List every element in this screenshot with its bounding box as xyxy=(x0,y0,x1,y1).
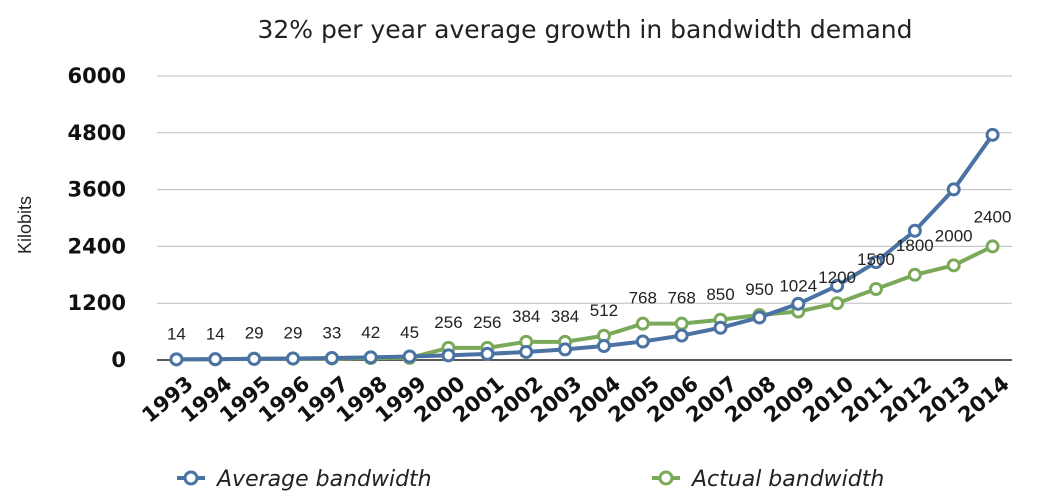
y-tick-label: 4800 xyxy=(68,121,126,145)
data-point xyxy=(752,310,767,325)
data-label: 42 xyxy=(361,323,380,342)
data-label: 256 xyxy=(473,313,501,332)
data-point xyxy=(985,239,1000,254)
data-label: 14 xyxy=(206,324,225,343)
data-point xyxy=(674,328,689,343)
data-point xyxy=(519,344,534,359)
y-tick-label: 1200 xyxy=(68,291,126,315)
data-label: 29 xyxy=(245,324,264,343)
data-point xyxy=(324,351,339,366)
chart-title: 32% per year average growth in bandwidth… xyxy=(257,15,912,44)
data-point xyxy=(441,348,456,363)
data-point xyxy=(868,255,883,270)
data-point xyxy=(907,267,922,282)
data-point xyxy=(635,334,650,349)
data-point xyxy=(830,278,845,293)
data-point xyxy=(286,351,301,366)
data-label: 14 xyxy=(167,324,186,343)
data-point xyxy=(247,351,262,366)
data-label: 1024 xyxy=(779,277,817,296)
data-point xyxy=(363,350,378,365)
data-label: 950 xyxy=(745,280,773,299)
data-label: 45 xyxy=(400,323,419,342)
series-line-0 xyxy=(176,133,995,362)
y-tick-label: 0 xyxy=(111,348,126,372)
data-point xyxy=(830,296,845,311)
gridlines xyxy=(157,75,1012,361)
data-label: 2400 xyxy=(974,207,1012,226)
x-axis-ticks: 1993199419951996199719981999200020012002… xyxy=(137,371,1013,427)
data-point xyxy=(480,346,495,361)
data-label: 768 xyxy=(629,289,657,308)
data-point xyxy=(402,349,417,364)
data-point xyxy=(674,316,689,331)
legend-label: Average bandwidth xyxy=(215,467,432,492)
y-tick-label: 6000 xyxy=(68,64,126,88)
data-point xyxy=(907,223,922,238)
data-label: 768 xyxy=(667,289,695,308)
data-point xyxy=(713,320,728,335)
data-point xyxy=(868,282,883,296)
data-label: 256 xyxy=(434,313,462,332)
data-label: 384 xyxy=(551,307,579,326)
data-point xyxy=(208,352,223,367)
legend: Average bandwidth Actual bandwidth xyxy=(177,467,884,492)
y-axis-label: Kilobits xyxy=(15,196,35,254)
data-label: 1500 xyxy=(857,250,895,269)
data-point xyxy=(635,316,650,331)
data-label: 384 xyxy=(512,307,540,326)
data-label: 2000 xyxy=(935,226,973,245)
data-label: 1800 xyxy=(896,236,934,255)
data-label: 512 xyxy=(590,301,618,320)
data-point xyxy=(596,338,611,353)
data-point xyxy=(791,296,806,311)
data-label: 33 xyxy=(322,323,341,342)
data-label: 850 xyxy=(706,285,734,304)
data-point xyxy=(946,182,961,197)
series-lines xyxy=(169,127,1000,367)
y-tick-label: 2400 xyxy=(68,234,126,258)
data-point xyxy=(169,352,184,367)
legend-swatch-marker xyxy=(658,470,674,486)
data-labels: 14 14 29 29 33 42 45 256 256 384 384 512 768 768 850 95… xyxy=(167,207,1012,343)
legend-swatch-marker xyxy=(183,470,199,486)
legend-label: Actual bandwidth xyxy=(690,467,884,492)
y-axis-ticks: 0 1200 2400 3600 4800 6000 xyxy=(68,64,126,372)
data-point xyxy=(946,258,961,273)
data-point xyxy=(985,127,1000,142)
data-point xyxy=(558,342,573,357)
data-label: 1200 xyxy=(818,268,856,287)
y-tick-label: 3600 xyxy=(68,178,126,202)
data-label: 29 xyxy=(284,324,303,343)
